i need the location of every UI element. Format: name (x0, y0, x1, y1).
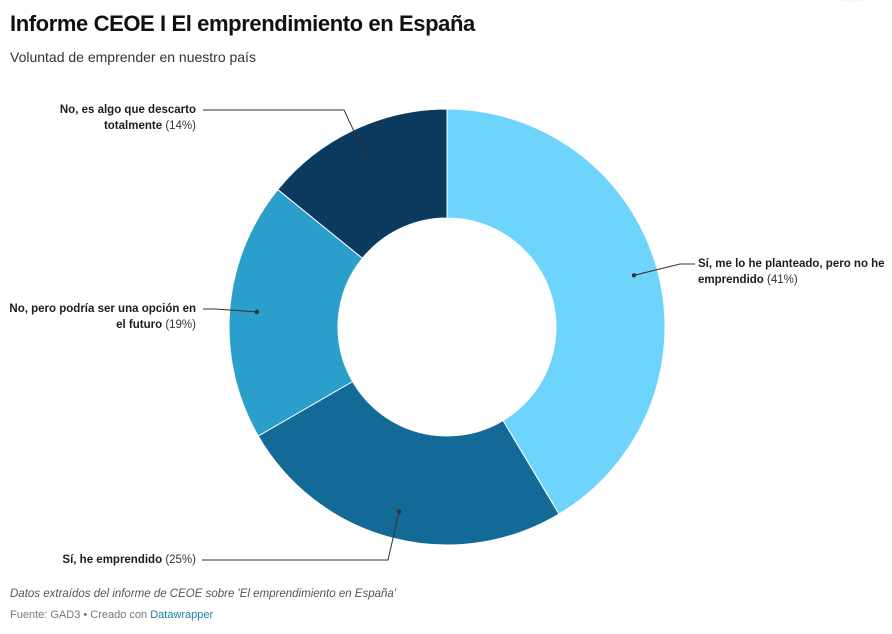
chart-subtitle: Voluntad de emprender en nuestro país (10, 49, 256, 65)
chart-title: Informe CEOE I El emprendimiento en Espa… (10, 11, 475, 36)
slice-label-text: No, es algo que descarto (59, 104, 196, 116)
donut-slice[interactable] (277, 108, 448, 259)
slice-label-line: totalmente (14%) (60, 118, 196, 134)
slice-label-text: el futuro (116, 319, 163, 331)
slice-label: No, pero podría ser una opción en el futu… (9, 301, 196, 333)
leader-dot (396, 509, 402, 514)
leader-line (633, 263, 695, 276)
leader-dot (631, 273, 637, 278)
datawrapper-link[interactable]: Datawrapper (150, 609, 214, 621)
slice-label: Sí, me lo he planteado, pero no he empren… (698, 256, 885, 288)
donut-slices (228, 108, 666, 546)
slice-label-text: emprendido (698, 274, 764, 286)
slice-label-text: totalmente (103, 120, 163, 132)
slice-label-percent: (14%) (165, 120, 196, 132)
slice-label-percent: (25%) (165, 554, 196, 566)
slice-label-percent: (41%) (767, 274, 798, 286)
slice-label: Sí, he emprendido (25%) (62, 552, 196, 568)
donut-slice[interactable] (446, 108, 666, 515)
slice-label-line: Sí, me lo he planteado, pero no he (698, 256, 885, 272)
slice-label-text: No, pero podría ser una opción en (9, 303, 196, 315)
chart-notes: Datos extraídos del informe de CEOE sobr… (10, 588, 397, 600)
source-text: Fuente: GAD3 • Creado con (10, 609, 151, 621)
donut-slice[interactable] (228, 188, 364, 437)
leader-dot (254, 309, 260, 315)
slice-label-text: Sí, he emprendido (62, 554, 163, 566)
slice-label-line: emprendido (41%) (698, 272, 885, 288)
leader-lines (202, 109, 695, 561)
slice-label: No, es algo que descarto totalmente (14%) (60, 102, 196, 134)
slice-label-line: No, pero podría ser una opción en (9, 301, 196, 317)
slice-label-percent: (19%) (165, 319, 196, 331)
chart-footer: Fuente: GAD3 • Creado con Datawrapper (10, 609, 213, 621)
leader-dot (362, 152, 368, 157)
leader-line (203, 308, 257, 313)
slice-label-line: No, es algo que descarto (60, 102, 196, 118)
leader-line (203, 109, 366, 155)
slice-label-line: Sí, he emprendido (25%) (62, 552, 196, 568)
slice-label-text: Sí, me lo he planteado, pero no he (698, 258, 885, 270)
donut-slice[interactable] (257, 380, 560, 546)
leader-line (202, 511, 400, 561)
slice-label-line: el futuro (19%) (9, 317, 196, 333)
